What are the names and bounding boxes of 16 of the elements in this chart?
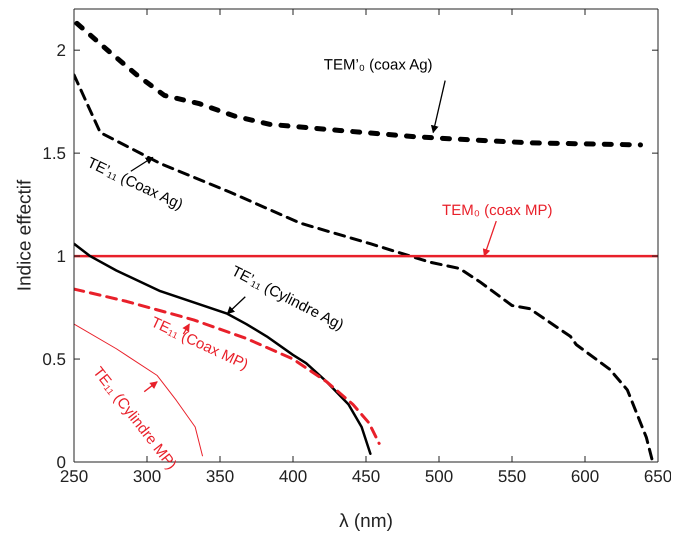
x-tick-label: 550 [498,467,526,486]
x-tick-label: 350 [206,467,234,486]
x-tick-label: 300 [132,467,162,486]
x-tick-label: 400 [278,467,308,486]
annotation: TEM’₀ (coax Ag) [324,56,433,74]
x-tick-label: 600 [570,467,600,486]
x-tick-label: 450 [352,467,380,486]
y-axis-title: Indice effectif [14,178,36,292]
y-tick-label: 2 [56,41,66,60]
y-tick-label: 1 [56,247,66,266]
annotation: TEM₀ (coax MP) [442,202,552,220]
x-axis-title: λ (nm) [339,511,393,532]
x-tick-label: 500 [424,467,454,486]
y-tick-label: 1.5 [42,144,66,164]
x-tick-label: 250 [60,467,88,486]
y-tick-label: 0.5 [42,350,66,370]
